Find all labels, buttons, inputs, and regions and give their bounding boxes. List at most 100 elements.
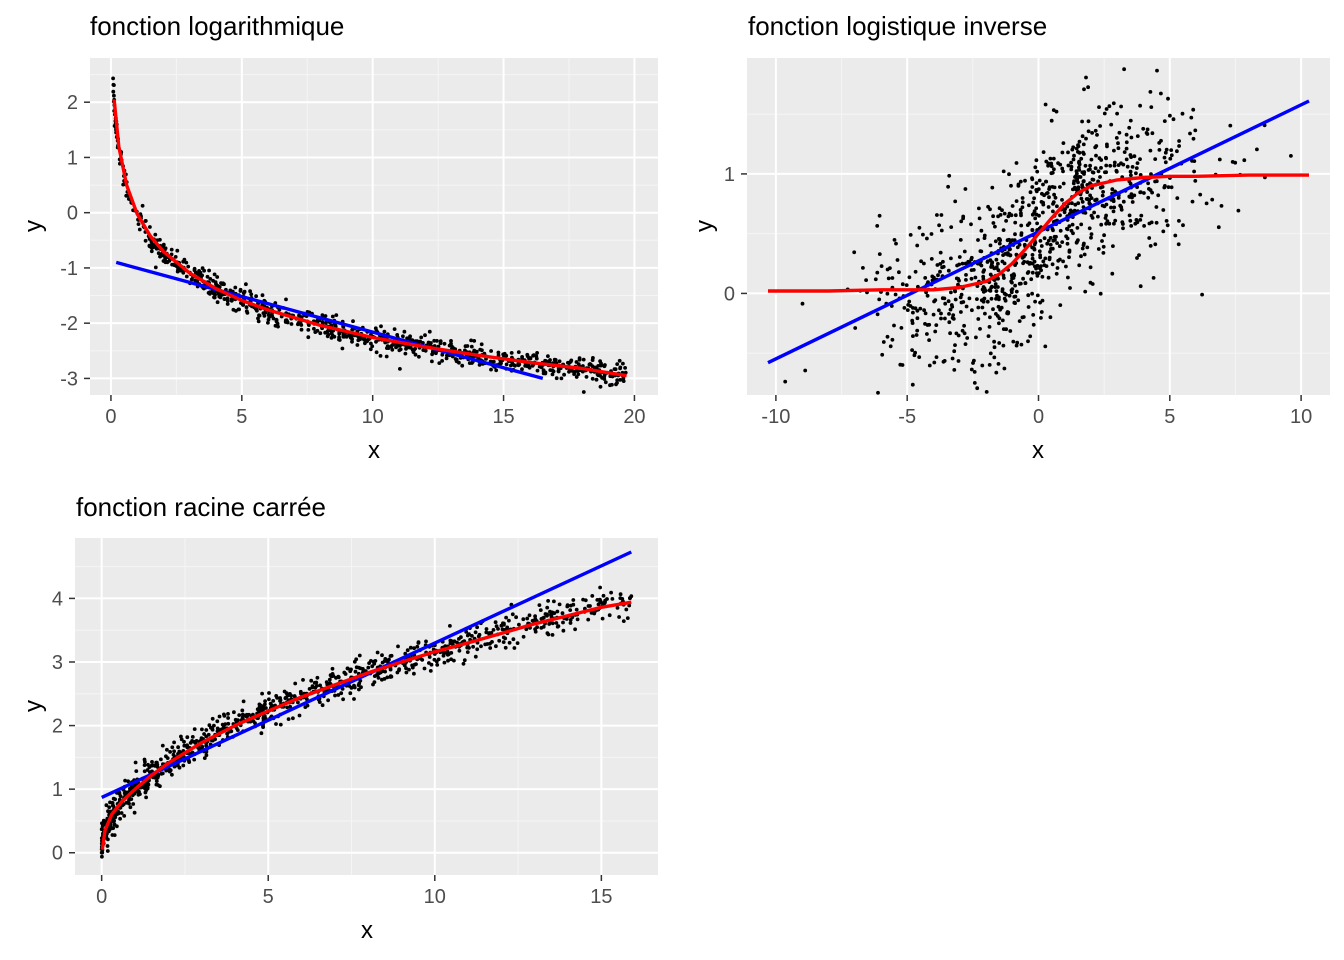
data-point xyxy=(297,313,301,318)
data-point xyxy=(996,285,1000,289)
data-point xyxy=(1043,344,1048,349)
data-point xyxy=(960,261,965,266)
data-point xyxy=(1044,179,1049,184)
data-point xyxy=(206,732,211,737)
data-point xyxy=(144,795,149,800)
data-point xyxy=(260,293,265,298)
data-point xyxy=(964,304,969,309)
data-point xyxy=(244,282,248,287)
data-point xyxy=(1075,171,1079,176)
data-point xyxy=(490,640,494,644)
data-point xyxy=(533,614,537,619)
data-point xyxy=(783,379,788,384)
data-point xyxy=(1175,196,1180,201)
data-point xyxy=(1168,156,1173,161)
data-point xyxy=(565,604,570,609)
data-point xyxy=(1021,315,1026,319)
data-point xyxy=(877,213,882,218)
data-point xyxy=(355,343,360,347)
data-point xyxy=(510,612,515,617)
data-point xyxy=(1011,339,1016,344)
y-tick-label: 0 xyxy=(724,283,735,305)
data-point xyxy=(219,281,223,285)
data-point xyxy=(479,342,484,347)
data-point xyxy=(917,355,922,359)
data-point xyxy=(372,661,377,666)
data-point xyxy=(1088,163,1092,168)
data-point xyxy=(537,364,542,369)
data-point xyxy=(1192,159,1197,164)
data-point xyxy=(1041,259,1046,264)
data-point xyxy=(560,611,565,616)
data-point xyxy=(580,369,585,374)
data-point xyxy=(1065,241,1070,246)
data-point xyxy=(358,337,362,342)
data-point xyxy=(261,706,266,711)
data-point xyxy=(521,617,526,622)
data-point xyxy=(598,600,603,605)
data-point xyxy=(475,647,480,652)
data-point xyxy=(413,352,418,357)
data-point xyxy=(1001,169,1006,174)
data-point xyxy=(982,268,986,272)
data-point xyxy=(598,585,602,590)
data-point xyxy=(1112,205,1117,210)
data-point xyxy=(1016,298,1021,303)
data-point xyxy=(1021,276,1025,281)
data-point xyxy=(1000,289,1005,294)
data-point xyxy=(104,803,109,808)
data-point xyxy=(949,290,953,295)
data-point xyxy=(864,278,868,282)
data-point xyxy=(990,185,995,190)
data-point xyxy=(535,368,540,373)
data-point xyxy=(488,646,493,650)
data-point xyxy=(412,671,416,676)
data-point xyxy=(173,255,178,259)
data-point xyxy=(1042,236,1047,241)
data-point xyxy=(1061,169,1065,174)
data-point xyxy=(1161,208,1166,212)
data-point xyxy=(979,263,984,268)
data-point xyxy=(897,270,901,275)
data-point xyxy=(226,712,230,716)
data-point xyxy=(1030,256,1035,261)
data-point xyxy=(935,263,940,267)
data-point xyxy=(892,238,897,242)
data-point xyxy=(1111,101,1116,106)
data-point xyxy=(918,306,923,311)
data-point xyxy=(1019,213,1023,218)
data-point xyxy=(395,333,400,337)
data-point xyxy=(1090,282,1095,286)
data-point xyxy=(1052,167,1056,172)
data-point xyxy=(337,331,342,336)
data-point xyxy=(1110,187,1115,192)
data-point xyxy=(1099,166,1103,170)
data-point xyxy=(354,657,359,662)
data-point xyxy=(147,765,152,769)
data-point xyxy=(618,365,623,370)
data-point xyxy=(143,238,148,243)
data-point xyxy=(330,314,335,319)
data-point xyxy=(216,292,221,296)
data-point xyxy=(1116,141,1120,146)
data-point xyxy=(112,818,116,823)
data-point xyxy=(325,334,330,339)
data-point xyxy=(1019,223,1024,228)
data-point xyxy=(545,631,550,636)
data-point xyxy=(1034,188,1039,192)
data-point xyxy=(241,291,246,295)
data-point xyxy=(1083,289,1088,294)
data-point xyxy=(179,737,184,742)
data-point xyxy=(118,794,123,799)
data-point xyxy=(293,681,298,686)
data-point xyxy=(474,349,479,354)
data-point xyxy=(1065,236,1070,241)
data-point xyxy=(1055,204,1059,209)
data-point xyxy=(934,323,939,327)
data-point xyxy=(598,384,603,389)
x-tick-label: 20 xyxy=(623,406,645,428)
data-point xyxy=(915,243,920,248)
data-point xyxy=(259,731,264,736)
data-point xyxy=(1135,134,1140,139)
data-point xyxy=(1017,319,1022,323)
